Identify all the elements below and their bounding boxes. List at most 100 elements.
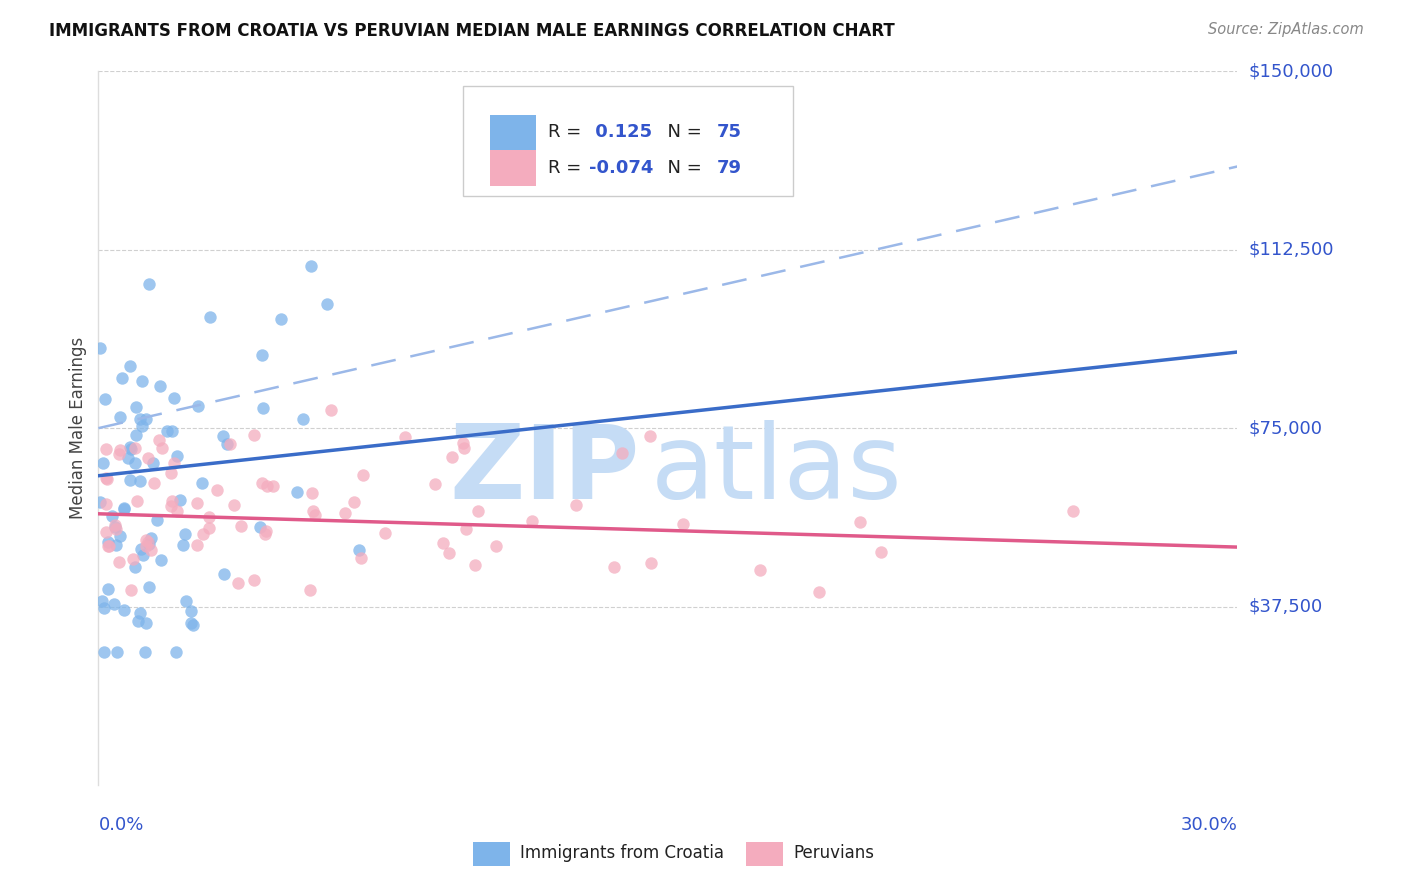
Point xyxy=(108,555,131,569)
Point xyxy=(141,531,163,545)
Point xyxy=(1062,503,1084,517)
Text: 0.125: 0.125 xyxy=(589,123,652,141)
Point xyxy=(152,441,174,455)
Point xyxy=(222,498,245,512)
Point xyxy=(485,539,508,553)
Point xyxy=(135,533,157,547)
Point xyxy=(749,563,772,577)
Text: Immigrants from Croatia: Immigrants from Croatia xyxy=(520,844,724,862)
Point xyxy=(193,527,215,541)
Point xyxy=(112,603,135,617)
Point xyxy=(108,409,131,424)
Point xyxy=(350,550,373,565)
Point xyxy=(156,424,179,438)
Point xyxy=(807,584,830,599)
Point xyxy=(169,492,191,507)
Point xyxy=(181,617,204,632)
Point xyxy=(108,443,131,458)
Point xyxy=(149,379,172,393)
Point xyxy=(252,401,274,415)
Point xyxy=(160,466,183,480)
Text: N =: N = xyxy=(657,159,709,177)
Point xyxy=(112,502,135,516)
Point xyxy=(165,645,187,659)
Point xyxy=(174,527,197,541)
Point xyxy=(198,310,221,324)
Point xyxy=(522,514,544,528)
Text: Peruvians: Peruvians xyxy=(793,844,875,862)
Point xyxy=(94,471,117,485)
FancyBboxPatch shape xyxy=(463,86,793,196)
Point xyxy=(131,419,153,434)
Point xyxy=(640,556,662,570)
Text: 0.0%: 0.0% xyxy=(98,815,143,833)
Point xyxy=(97,582,120,597)
Point xyxy=(342,495,364,509)
Point xyxy=(186,496,208,510)
Point xyxy=(298,582,321,597)
FancyBboxPatch shape xyxy=(472,842,509,866)
Point xyxy=(610,445,633,459)
Point xyxy=(180,604,202,618)
Point xyxy=(97,539,120,553)
Point xyxy=(138,580,160,594)
Text: $150,000: $150,000 xyxy=(1249,62,1333,80)
Point xyxy=(198,510,221,524)
Point xyxy=(136,535,159,549)
Point xyxy=(160,493,183,508)
Text: N =: N = xyxy=(657,123,709,141)
Point xyxy=(108,447,131,461)
Point xyxy=(229,518,252,533)
Point xyxy=(565,498,588,512)
Text: R =: R = xyxy=(548,159,588,177)
Point xyxy=(672,516,695,531)
Point xyxy=(124,442,146,456)
Point xyxy=(136,451,159,466)
Point xyxy=(214,566,236,581)
Point xyxy=(91,456,114,470)
Point xyxy=(285,485,308,500)
Point xyxy=(316,297,339,311)
Point xyxy=(132,548,155,562)
Point xyxy=(180,615,202,630)
Text: $112,500: $112,500 xyxy=(1249,241,1334,259)
Point xyxy=(218,436,240,450)
Point xyxy=(160,425,183,439)
Point xyxy=(849,515,872,529)
Point xyxy=(135,615,157,630)
Text: atlas: atlas xyxy=(651,420,903,522)
Point xyxy=(437,546,460,560)
Point xyxy=(139,542,162,557)
Text: $75,000: $75,000 xyxy=(1249,419,1323,437)
Point xyxy=(166,449,188,463)
Point xyxy=(118,440,141,454)
Point xyxy=(128,412,150,426)
Point xyxy=(217,437,239,451)
Point xyxy=(467,503,489,517)
Point xyxy=(321,402,343,417)
Point xyxy=(120,473,142,487)
Point xyxy=(101,509,124,524)
Point xyxy=(451,436,474,450)
Point xyxy=(172,538,194,552)
Point xyxy=(454,522,477,536)
Point xyxy=(226,575,249,590)
Point xyxy=(186,538,208,552)
Point xyxy=(335,506,357,520)
Point xyxy=(120,583,142,598)
Point xyxy=(91,594,114,608)
Point xyxy=(159,499,181,513)
Point xyxy=(270,312,292,326)
Point xyxy=(138,536,160,550)
Point xyxy=(440,450,463,465)
Point xyxy=(129,475,152,489)
Point xyxy=(163,391,186,405)
Point xyxy=(256,478,278,492)
Point xyxy=(124,456,146,470)
Point xyxy=(103,597,125,611)
Text: Source: ZipAtlas.com: Source: ZipAtlas.com xyxy=(1208,22,1364,37)
Point xyxy=(104,520,127,534)
Point xyxy=(143,476,166,491)
Point xyxy=(145,513,167,527)
Point xyxy=(104,522,127,536)
